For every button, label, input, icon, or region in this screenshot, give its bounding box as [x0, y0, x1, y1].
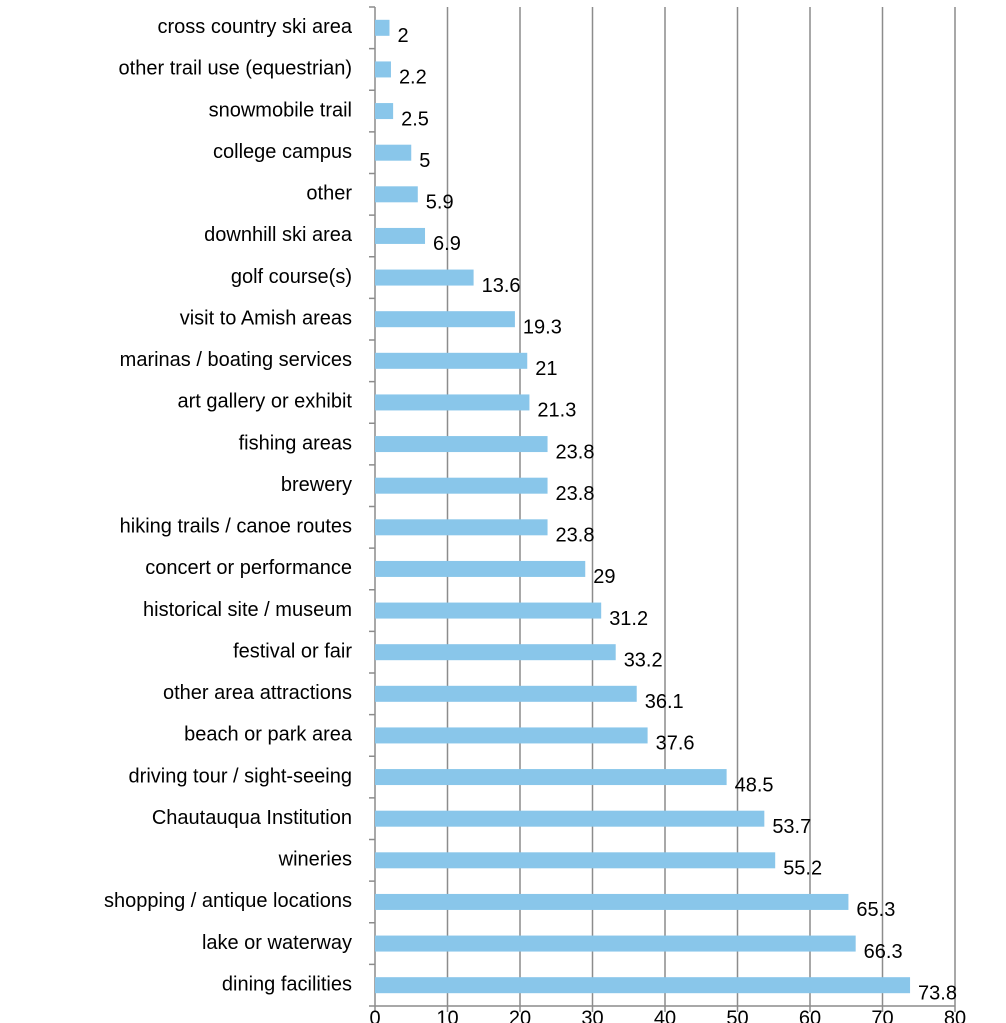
bar — [375, 227, 426, 244]
value-label: 6.9 — [433, 233, 461, 255]
y-tick-label: fishing areas — [239, 432, 352, 454]
x-tick-label: 70 — [871, 1007, 893, 1023]
x-tick-label: 0 — [369, 1007, 380, 1023]
value-label: 53.7 — [772, 816, 811, 838]
value-label: 23.8 — [556, 441, 595, 463]
bar — [375, 810, 765, 827]
y-tick-label: wineries — [278, 849, 352, 871]
y-tick-label: other — [306, 183, 352, 205]
bar — [375, 436, 548, 453]
y-tick-label: Chautauqua Institution — [152, 807, 352, 829]
value-label: 66.3 — [864, 941, 903, 963]
bar — [375, 977, 911, 994]
bar — [375, 311, 515, 328]
value-label: 2.5 — [401, 108, 429, 130]
value-label: 48.5 — [735, 774, 774, 796]
y-tick-label: hiking trails / canoe routes — [120, 516, 352, 538]
value-label: 19.3 — [523, 316, 562, 338]
bar — [375, 893, 849, 910]
bar — [375, 144, 412, 161]
x-tick-label: 30 — [581, 1007, 603, 1023]
y-tick-label: cross country ski area — [157, 16, 352, 38]
value-label: 5 — [419, 150, 430, 172]
value-label: 2.2 — [399, 67, 427, 89]
y-tick-label: college campus — [213, 141, 352, 163]
value-label: 29 — [593, 566, 615, 588]
x-tick-label: 20 — [509, 1007, 531, 1023]
bar — [375, 394, 530, 411]
value-label: 36.1 — [645, 691, 684, 713]
y-tick-label: beach or park area — [184, 724, 353, 746]
value-label: 23.8 — [556, 525, 595, 547]
bar — [375, 269, 474, 286]
bar — [375, 477, 548, 494]
value-label: 21.3 — [537, 400, 576, 422]
y-tick-label: art gallery or exhibit — [177, 391, 352, 413]
x-tick-label: 10 — [436, 1007, 458, 1023]
x-tick-label: 60 — [799, 1007, 821, 1023]
y-tick-label: golf course(s) — [231, 266, 352, 288]
bar — [375, 352, 528, 369]
y-tick-label: visit to Amish areas — [180, 307, 352, 329]
bar — [375, 644, 616, 661]
y-tick-label: downhill ski area — [204, 224, 353, 246]
bar — [375, 186, 418, 203]
bar — [375, 19, 390, 36]
x-tick-label: 50 — [726, 1007, 748, 1023]
x-tick-label: 80 — [944, 1007, 966, 1023]
bar — [375, 602, 602, 619]
value-label: 31.2 — [609, 608, 648, 630]
y-tick-label: marinas / boating services — [120, 349, 352, 371]
value-label: 2 — [398, 25, 409, 47]
bar — [375, 769, 727, 786]
y-tick-label: other trail use (equestrian) — [119, 58, 352, 80]
bar — [375, 727, 648, 744]
bar — [375, 935, 856, 952]
y-tick-label: other area attractions — [163, 682, 352, 704]
x-tick-label: 40 — [654, 1007, 676, 1023]
y-tick-label: concert or performance — [145, 557, 352, 579]
value-label: 5.9 — [426, 192, 454, 214]
bar — [375, 61, 391, 78]
y-tick-label: driving tour / sight-seeing — [129, 765, 352, 787]
value-label: 65.3 — [856, 899, 895, 921]
bar — [375, 852, 776, 869]
y-tick-label: festival or fair — [233, 640, 352, 662]
bar — [375, 519, 548, 536]
y-tick-label: dining facilities — [222, 973, 352, 995]
value-label: 37.6 — [656, 733, 695, 755]
value-label: 55.2 — [783, 858, 822, 880]
y-tick-label: shopping / antique locations — [104, 890, 352, 912]
y-tick-label: lake or waterway — [202, 932, 352, 954]
bar — [375, 560, 586, 577]
value-label: 13.6 — [482, 275, 521, 297]
bar — [375, 103, 394, 120]
y-tick-label: historical site / museum — [143, 599, 352, 621]
bar — [375, 685, 637, 702]
y-tick-label: snowmobile trail — [209, 99, 352, 121]
value-label: 73.8 — [918, 982, 957, 1004]
y-tick-label: brewery — [281, 474, 352, 496]
value-label: 23.8 — [556, 483, 595, 505]
value-label: 21 — [535, 358, 557, 380]
value-label: 33.2 — [624, 649, 663, 671]
